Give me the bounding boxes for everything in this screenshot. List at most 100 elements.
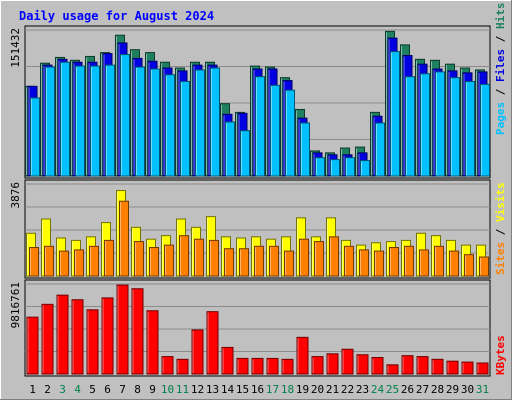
- bar-pages-14: [225, 121, 235, 177]
- bar-body: [371, 356, 384, 375]
- bar-pages-5: [90, 65, 100, 177]
- bar-body: [191, 329, 204, 375]
- bar-kbytes-25: [386, 364, 399, 375]
- bar-body: [404, 245, 414, 277]
- bar-body: [149, 247, 159, 277]
- bar-body: [164, 244, 174, 277]
- bar-body: [56, 294, 69, 375]
- legend-files: Files: [494, 49, 507, 82]
- bar-body: [165, 74, 175, 177]
- bar-body: [330, 159, 340, 177]
- bar-body: [86, 309, 99, 375]
- bar-kbytes-30: [461, 361, 474, 375]
- bar-body: [405, 76, 415, 177]
- bar-kbytes-23: [356, 354, 369, 375]
- bar-body: [26, 316, 39, 375]
- bar-body: [419, 249, 429, 277]
- day-label: 1: [29, 383, 36, 396]
- bar-body: [480, 83, 490, 177]
- bar-sites-31: [479, 256, 489, 277]
- bar-kbytes-18: [281, 358, 294, 375]
- bar-body: [434, 245, 444, 277]
- bar-kbytes-6: [101, 297, 114, 375]
- bar-kbytes-11: [176, 358, 189, 375]
- bar-body: [206, 311, 219, 375]
- legend-visits: Visits: [494, 182, 507, 222]
- bar-pages-27: [420, 73, 430, 177]
- bar-sites-4: [74, 249, 84, 277]
- bar-body: [416, 356, 429, 375]
- bar-sites-21: [329, 236, 339, 277]
- bar-body: [221, 346, 234, 375]
- bar-sites-17: [269, 245, 279, 277]
- bar-body: [131, 288, 144, 375]
- legend-pages: Pages: [494, 102, 507, 135]
- bar-kbytes-13: [206, 311, 219, 375]
- bar-sites-29: [449, 250, 459, 277]
- bar-pages-16: [255, 76, 265, 177]
- bar-sites-28: [434, 245, 444, 277]
- bar-body: [135, 66, 145, 177]
- bar-body: [134, 241, 144, 277]
- legend-separator: /: [494, 222, 507, 242]
- bar-kbytes-26: [401, 355, 414, 375]
- bar-body: [299, 238, 309, 277]
- bar-kbytes-22: [341, 348, 354, 375]
- day-label: 2: [44, 383, 51, 396]
- bar-sites-3: [59, 250, 69, 277]
- bar-kbytes-15: [236, 357, 249, 375]
- bar-pages-7: [120, 54, 130, 177]
- panel-max-label: 9816761: [9, 282, 22, 328]
- panel-hits: 151432: [9, 25, 491, 179]
- bar-kbytes-27: [416, 356, 429, 375]
- bar-sites-7: [119, 200, 129, 277]
- bar-kbytes-5: [86, 309, 99, 375]
- bar-body: [180, 81, 190, 177]
- bar-body: [101, 297, 114, 375]
- bar-body: [315, 157, 325, 177]
- bar-body: [300, 122, 310, 177]
- bar-body: [270, 84, 280, 177]
- bar-body: [401, 355, 414, 375]
- bar-body: [360, 160, 370, 177]
- bar-body: [45, 66, 55, 177]
- panel-max-label: 3876: [9, 182, 22, 209]
- bar-body: [345, 157, 355, 177]
- day-label: 12: [191, 383, 204, 396]
- bar-pages-10: [165, 74, 175, 177]
- bar-body: [329, 236, 339, 277]
- bar-body: [119, 200, 129, 277]
- bar-body: [210, 67, 220, 177]
- panel-kbytes: 9816761: [9, 279, 491, 377]
- bar-pages-12: [195, 69, 205, 177]
- bar-kbytes-16: [251, 357, 264, 375]
- right-legend-labels: Pages / Files / Hits Sites / Visits KBytes: [494, 3, 507, 376]
- bar-kbytes-29: [446, 360, 459, 375]
- legend-separator: /: [494, 29, 507, 49]
- bar-pages-31: [480, 83, 490, 177]
- bar-sites-14: [224, 248, 234, 277]
- bar-body: [74, 249, 84, 277]
- day-label: 23: [356, 383, 369, 396]
- bar-pages-9: [150, 68, 160, 177]
- bar-body: [449, 250, 459, 277]
- bar-pages-4: [75, 65, 85, 177]
- bar-body: [224, 248, 234, 277]
- chart-panels: 151432 3876 9816761: [9, 25, 491, 377]
- bar-body: [476, 362, 489, 375]
- bar-pages-29: [450, 77, 460, 177]
- day-label: 14: [221, 383, 235, 396]
- bar-sites-12: [194, 238, 204, 277]
- day-label: 4: [74, 383, 81, 396]
- day-label: 9: [149, 383, 156, 396]
- bar-body: [326, 353, 339, 375]
- bar-kbytes-10: [161, 356, 174, 375]
- day-label: 13: [206, 383, 219, 396]
- bar-kbytes-4: [71, 299, 84, 375]
- bar-pages-25: [390, 51, 400, 177]
- bar-pages-8: [135, 66, 145, 177]
- bar-kbytes-24: [371, 356, 384, 375]
- bar-pages-3: [60, 61, 70, 177]
- bar-body: [225, 121, 235, 177]
- bar-body: [285, 89, 295, 177]
